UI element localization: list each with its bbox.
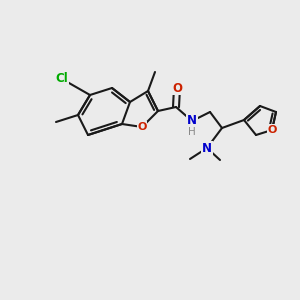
Text: N: N: [202, 142, 212, 154]
Text: H: H: [188, 127, 196, 137]
Text: O: O: [137, 122, 147, 132]
Text: O: O: [267, 125, 277, 135]
Text: N: N: [187, 115, 197, 128]
Text: Cl: Cl: [56, 73, 68, 85]
Text: O: O: [172, 82, 182, 94]
